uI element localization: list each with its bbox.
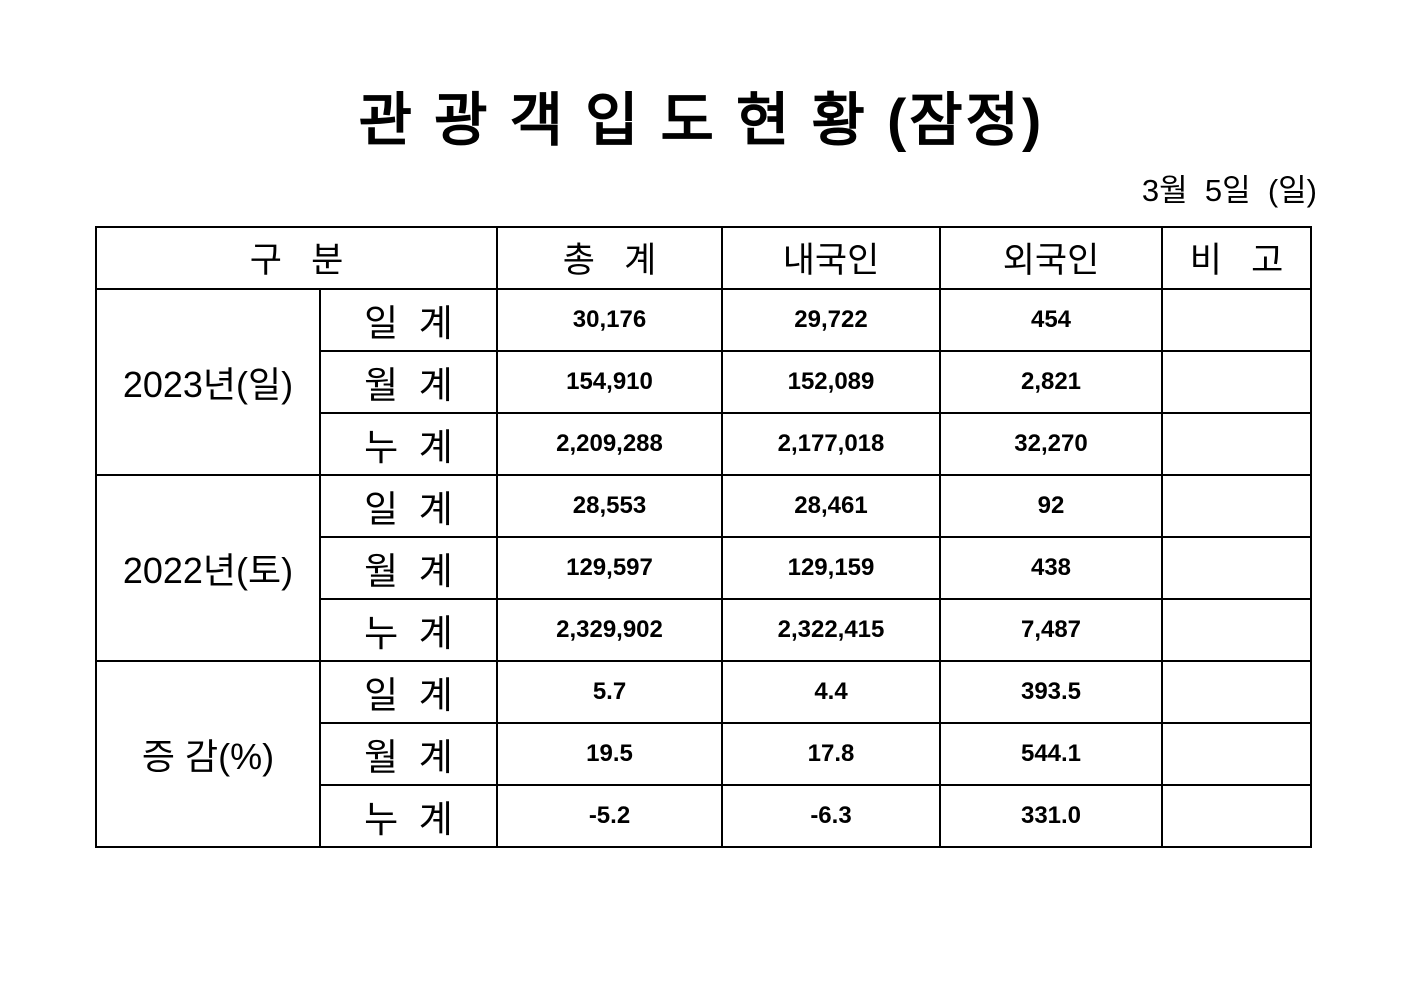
header-domestic: 내국인 bbox=[721, 225, 941, 290]
cell-note bbox=[1161, 287, 1312, 352]
cell-note bbox=[1161, 411, 1312, 476]
report-date: 3월 5일 (일) bbox=[1141, 172, 1317, 208]
cell-note bbox=[1161, 597, 1312, 662]
row-label: 일 계 bbox=[319, 473, 498, 538]
table-row: 2023년(일) 일 계 30,176 29,722 454 bbox=[95, 287, 1312, 476]
cell-note bbox=[1161, 349, 1312, 414]
cell-total: 28,553 bbox=[496, 473, 723, 538]
table-row: 월 계 19.5 17.8 544.1 bbox=[96, 721, 1312, 786]
header-category: 구 분 bbox=[95, 225, 498, 290]
header-total: 총 계 bbox=[496, 225, 723, 290]
cell-total: 19.5 bbox=[496, 721, 723, 786]
cell-foreign: 2,821 bbox=[939, 349, 1163, 414]
cell-domestic: 28,461 bbox=[721, 473, 941, 538]
cell-foreign: 92 bbox=[939, 473, 1163, 538]
row-label: 월 계 bbox=[319, 349, 498, 414]
cell-note bbox=[1161, 783, 1312, 848]
page-title: 관 광 객 입 도 현 황 (잠정) bbox=[358, 88, 1045, 153]
cell-foreign: 454 bbox=[939, 287, 1163, 352]
cell-foreign: 32,270 bbox=[939, 411, 1163, 476]
cell-total: 5.7 bbox=[496, 659, 723, 724]
cell-domestic: 29,722 bbox=[721, 287, 941, 352]
table-row: 월 계 154,910 152,089 2,821 bbox=[96, 349, 1312, 414]
cell-note bbox=[1161, 659, 1312, 724]
group-label-2023: 2023년(일) bbox=[95, 287, 321, 476]
cell-foreign: 544.1 bbox=[939, 721, 1163, 786]
cell-foreign: 393.5 bbox=[939, 659, 1163, 724]
row-label: 누 계 bbox=[319, 411, 498, 476]
cell-note bbox=[1161, 721, 1312, 786]
cell-total: 2,209,288 bbox=[496, 411, 723, 476]
tourist-arrival-table: 구 분 총 계 내국인 외국인 비 고 2023년(일) 일 계 30,176 … bbox=[95, 225, 1312, 848]
table-row: 누 계 2,329,902 2,322,415 7,487 bbox=[96, 597, 1312, 662]
cell-note bbox=[1161, 535, 1312, 600]
cell-domestic: 2,322,415 bbox=[721, 597, 941, 662]
cell-domestic: -6.3 bbox=[721, 783, 941, 848]
cell-total: 2,329,902 bbox=[496, 597, 723, 662]
cell-domestic: 152,089 bbox=[721, 349, 941, 414]
row-label: 일 계 bbox=[319, 659, 498, 724]
header-foreign: 외국인 bbox=[939, 225, 1163, 290]
cell-domestic: 17.8 bbox=[721, 721, 941, 786]
cell-total: 129,597 bbox=[496, 535, 723, 600]
row-label: 월 계 bbox=[319, 721, 498, 786]
row-label: 일 계 bbox=[319, 287, 498, 352]
cell-domestic: 4.4 bbox=[721, 659, 941, 724]
cell-domestic: 129,159 bbox=[721, 535, 941, 600]
row-label: 누 계 bbox=[319, 783, 498, 848]
table-row: 누 계 2,209,288 2,177,018 32,270 bbox=[96, 411, 1312, 476]
table-row: 2022년(토) 일 계 28,553 28,461 92 bbox=[95, 473, 1312, 662]
cell-total: 154,910 bbox=[496, 349, 723, 414]
cell-total: -5.2 bbox=[496, 783, 723, 848]
row-label: 월 계 bbox=[319, 535, 498, 600]
cell-foreign: 331.0 bbox=[939, 783, 1163, 848]
cell-foreign: 7,487 bbox=[939, 597, 1163, 662]
cell-domestic: 2,177,018 bbox=[721, 411, 941, 476]
group-label-2022: 2022년(토) bbox=[95, 473, 321, 662]
table-header-row: 구 분 총 계 내국인 외국인 비 고 bbox=[95, 225, 1312, 290]
header-note: 비 고 bbox=[1161, 225, 1312, 290]
table-row: 월 계 129,597 129,159 438 bbox=[96, 535, 1312, 600]
cell-total: 30,176 bbox=[496, 287, 723, 352]
cell-foreign: 438 bbox=[939, 535, 1163, 600]
cell-note bbox=[1161, 473, 1312, 538]
group-label-change: 증 감(%) bbox=[95, 659, 321, 848]
table-row: 증 감(%) 일 계 5.7 4.4 393.5 bbox=[95, 659, 1312, 848]
table-row: 누 계 -5.2 -6.3 331.0 bbox=[96, 783, 1312, 848]
row-label: 누 계 bbox=[319, 597, 498, 662]
